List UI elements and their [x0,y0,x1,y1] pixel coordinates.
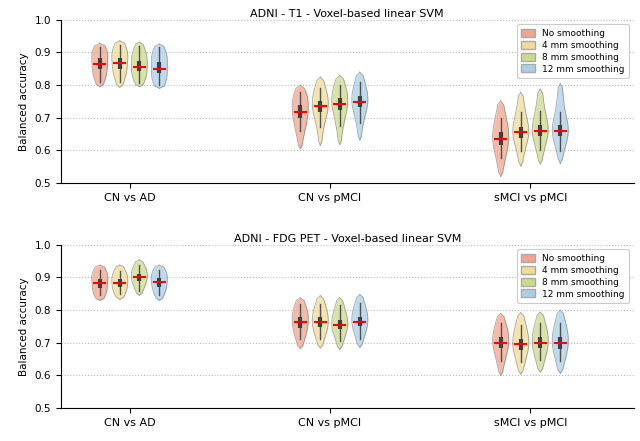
Title: ADNI - T1 - Voxel-based linear SVM: ADNI - T1 - Voxel-based linear SVM [250,9,444,19]
Y-axis label: Balanced accuracy: Balanced accuracy [19,52,29,151]
Legend: No smoothing, 4 mm smoothing, 8 mm smoothing, 12 mm smoothing: No smoothing, 4 mm smoothing, 8 mm smoot… [516,24,629,78]
Title: ADNI - FDG PET - Voxel-based linear SVM: ADNI - FDG PET - Voxel-based linear SVM [234,234,461,244]
Legend: No smoothing, 4 mm smoothing, 8 mm smoothing, 12 mm smoothing: No smoothing, 4 mm smoothing, 8 mm smoot… [516,249,629,303]
Y-axis label: Balanced accuracy: Balanced accuracy [19,277,29,376]
